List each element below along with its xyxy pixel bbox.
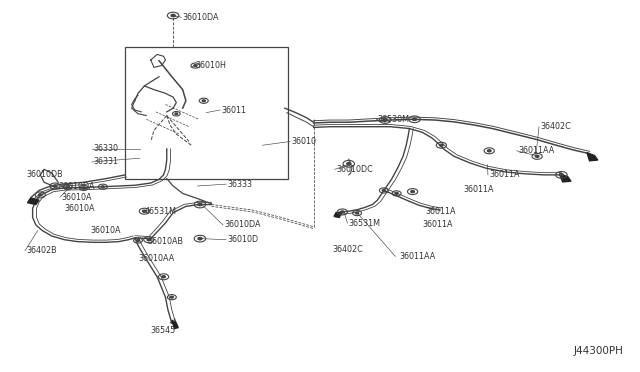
Circle shape: [162, 276, 165, 278]
Circle shape: [535, 155, 539, 157]
Circle shape: [382, 190, 385, 191]
Circle shape: [488, 150, 491, 152]
Circle shape: [413, 118, 417, 121]
Text: 36531M: 36531M: [349, 219, 381, 228]
Text: 36010A: 36010A: [65, 204, 95, 213]
Text: J44300PH: J44300PH: [573, 346, 623, 356]
Text: 36010DC: 36010DC: [336, 165, 372, 174]
Text: 36010AB: 36010AB: [148, 237, 184, 246]
Text: 36010D: 36010D: [227, 235, 259, 244]
Circle shape: [383, 119, 387, 121]
Circle shape: [53, 185, 57, 187]
Circle shape: [198, 203, 202, 206]
Circle shape: [194, 65, 197, 67]
Circle shape: [198, 237, 202, 240]
Text: 36011AA: 36011AA: [518, 146, 554, 155]
Text: 36011A: 36011A: [489, 170, 520, 179]
Text: 36011: 36011: [221, 106, 246, 115]
Text: 36011A: 36011A: [422, 221, 452, 230]
Text: 36331: 36331: [93, 157, 118, 166]
Circle shape: [38, 194, 42, 196]
Circle shape: [559, 174, 563, 176]
Polygon shape: [334, 212, 342, 218]
Text: 36010DA: 36010DA: [58, 182, 95, 190]
Text: 36011A: 36011A: [426, 208, 456, 217]
Circle shape: [440, 144, 443, 146]
Circle shape: [202, 100, 205, 102]
Text: 36010AA: 36010AA: [138, 254, 174, 263]
Bar: [125, 47, 288, 179]
Text: 36011AA: 36011AA: [400, 252, 436, 261]
Text: 36402C: 36402C: [333, 244, 364, 253]
Text: 36330: 36330: [93, 144, 118, 153]
Circle shape: [347, 163, 351, 165]
Text: 36333: 36333: [227, 180, 252, 189]
Text: 36010DA: 36010DA: [224, 221, 260, 230]
Polygon shape: [587, 153, 598, 161]
Circle shape: [171, 15, 175, 17]
Polygon shape: [172, 320, 178, 329]
Polygon shape: [28, 198, 39, 205]
Text: 36402B: 36402B: [26, 246, 57, 255]
Circle shape: [147, 239, 150, 241]
Text: 36402C: 36402C: [540, 122, 571, 131]
Circle shape: [170, 296, 173, 298]
Text: 36011A: 36011A: [464, 185, 494, 194]
Text: 36010DA: 36010DA: [182, 13, 219, 22]
Text: 36010A: 36010A: [90, 226, 120, 235]
Circle shape: [66, 186, 69, 188]
Text: 36010H: 36010H: [195, 61, 227, 70]
Circle shape: [136, 240, 140, 241]
Circle shape: [340, 211, 344, 213]
Circle shape: [82, 187, 85, 189]
Circle shape: [411, 190, 414, 193]
Text: 36545: 36545: [151, 326, 176, 335]
Text: 36530M: 36530M: [378, 115, 410, 124]
Polygon shape: [559, 174, 571, 182]
Circle shape: [175, 113, 178, 115]
Circle shape: [395, 192, 398, 194]
Circle shape: [355, 212, 358, 214]
Text: 46531M: 46531M: [145, 208, 177, 217]
Text: 36010DB: 36010DB: [26, 170, 63, 179]
Circle shape: [143, 210, 146, 212]
Text: 36010: 36010: [291, 137, 316, 146]
Text: 36010A: 36010A: [61, 193, 92, 202]
Circle shape: [101, 186, 104, 187]
